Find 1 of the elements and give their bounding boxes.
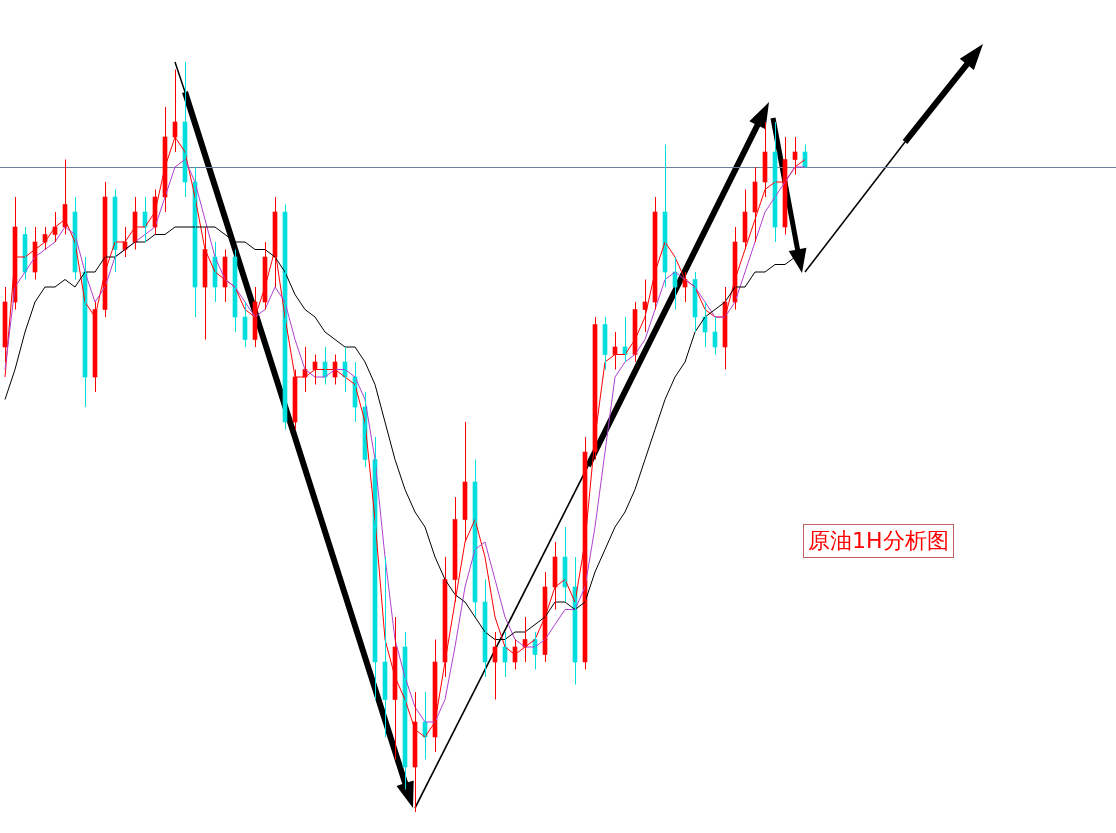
text: 原油1H分析图 (803, 524, 954, 558)
